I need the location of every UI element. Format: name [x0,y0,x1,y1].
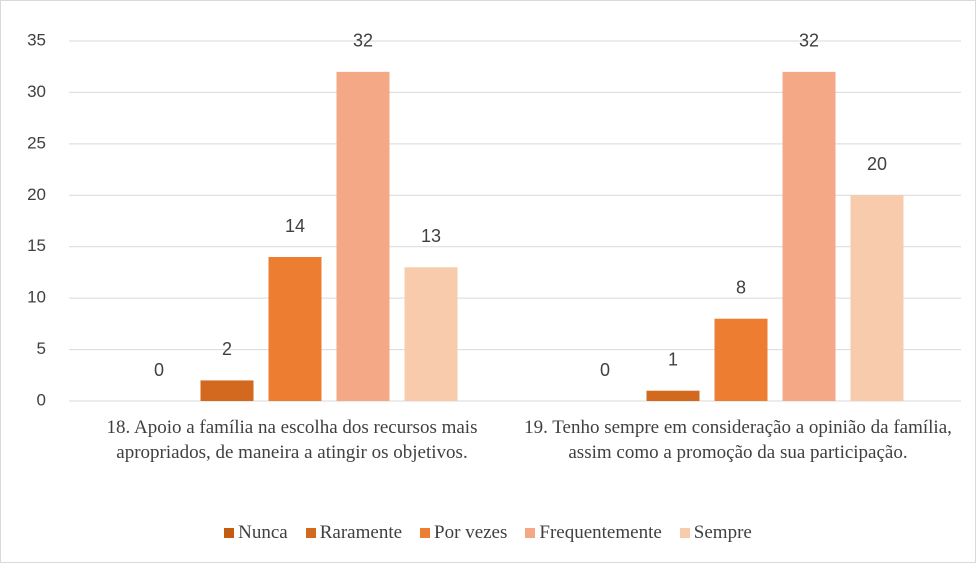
data-label: 2 [222,339,232,359]
legend-swatch [305,528,316,538]
legend-item: Frequentemente [525,522,662,544]
legend-label: Frequentemente [539,522,662,543]
data-label: 0 [600,360,610,380]
data-label: 20 [867,154,887,174]
legend-label: Raramente [319,522,403,543]
legend-swatch [679,528,690,538]
y-tick-label: 10 [27,288,46,307]
bar [850,195,904,401]
data-label: 13 [421,226,441,246]
data-label: 32 [799,31,819,51]
x-tick-label: 19. Tenho sempre em consideração a opini… [524,417,952,463]
y-tick-label: 30 [27,82,46,101]
bar [404,267,458,401]
bar [268,257,322,401]
bar [646,390,700,401]
legend-label: Por vezes [434,522,508,543]
data-label: 8 [736,277,746,297]
bar [336,71,390,401]
legend-swatch [420,528,431,538]
bar [714,318,768,401]
legend-swatch [224,528,235,538]
legend-swatch [525,528,536,538]
y-tick-label: 25 [27,133,46,152]
x-tick-label: 18. Apoio a família na escolha dos recur… [106,417,478,463]
y-tick-label: 0 [37,390,46,409]
y-tick-label: 20 [27,185,46,204]
legend-item: Sempre [679,522,752,544]
y-tick-label: 5 [37,339,46,358]
bar [200,380,254,401]
data-label: 32 [353,31,373,51]
legend-item: Nunca [224,522,288,544]
bar [782,71,836,401]
legend-label: Nunca [238,522,288,543]
y-tick-label: 35 [27,30,46,49]
legend-label: Sempre [693,522,752,543]
data-label: 14 [285,216,305,236]
data-label: 0 [154,360,164,380]
legend-item: Raramente [305,522,403,544]
y-tick-label: 15 [27,236,46,255]
legend-item: Por vezes [420,522,507,544]
legend: Nunca Raramente Por vezes Frequentemente Sem… [1,522,975,544]
data-label: 1 [668,349,678,369]
